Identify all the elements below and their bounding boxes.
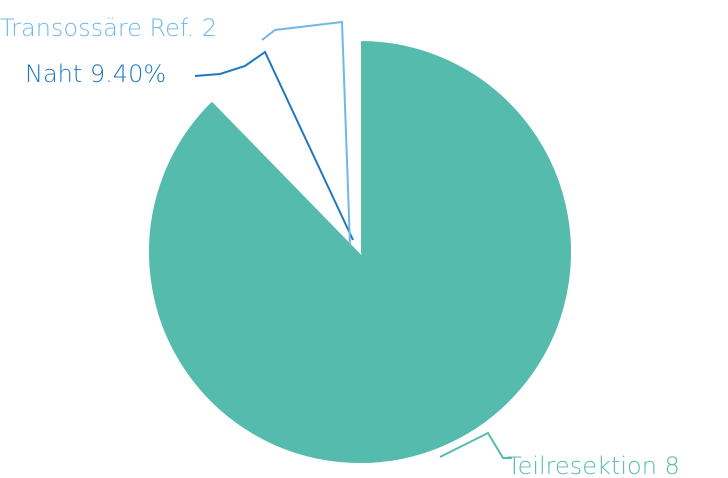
slices [147,38,573,465]
pie-slice [210,42,362,256]
leader-line [439,431,512,459]
slice-label: Teilresektion 8 [507,452,680,478]
slice-label: Naht 9.40% [25,60,166,88]
slice-label: Transossäre Ref. 2 [0,14,217,42]
leader-line [261,20,351,246]
leader-line [194,50,354,241]
pie-slice [320,38,361,253]
